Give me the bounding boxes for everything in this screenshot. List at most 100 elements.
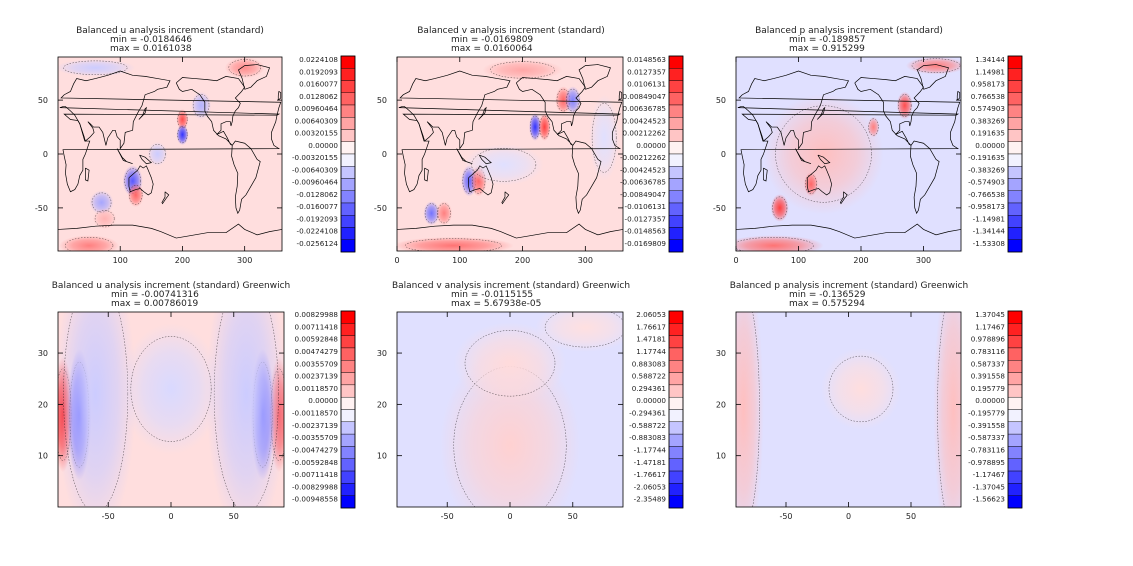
coastline [854, 76, 924, 146]
zero-contour [149, 144, 166, 164]
colorbar-band [668, 347, 684, 361]
field-bottom-left [58, 312, 284, 507]
colorbar-band [340, 360, 356, 373]
colorbar-frame [668, 55, 684, 253]
panel-top-middle: 0 100 200 300 50 0 -50 Balanced v analysis incr… [374, 26, 684, 265]
zero-contour [437, 203, 451, 224]
coastline [277, 90, 282, 101]
anomaly-blob [224, 57, 265, 79]
zero-contour [129, 185, 143, 205]
colorbar-band [668, 372, 684, 386]
colorbar-label: 0.00000 [975, 141, 1005, 150]
x-tick-label: 100 [791, 256, 806, 265]
anomaly-blob [482, 59, 563, 81]
y-tick-label: 10 [38, 452, 48, 461]
x-tick-label: 200 [853, 256, 868, 265]
coastline [138, 106, 147, 120]
colorbar-label: -0.00355709 [292, 433, 338, 442]
anomaly-blob [191, 91, 212, 120]
colorbar-label: -1.17467 [973, 470, 1005, 479]
colorbar-label: 0.00474279 [295, 347, 339, 356]
panel-title: Balanced p analysis increment (standard) [755, 26, 943, 36]
x-tick-label: 100 [452, 256, 467, 265]
colorbar-band [1007, 141, 1023, 155]
colorbar-label: -1.34144 [973, 227, 1006, 236]
colorbar-band [668, 104, 684, 118]
anomaly-blob [127, 182, 144, 208]
colorbar-band [1007, 80, 1023, 93]
colorbar-label: 1.34144 [975, 55, 1005, 64]
colorbar-label: 0.0192093 [299, 67, 338, 76]
zero-contour [130, 336, 212, 442]
colorbar-label: -0.0169809 [625, 239, 667, 248]
y-tick-label: 20 [38, 400, 48, 409]
colorbar-band [1007, 215, 1023, 228]
colorbar-label: 0.391558 [971, 372, 1006, 381]
x-tick-label: 300 [237, 256, 252, 265]
field-bottom-right [736, 312, 961, 507]
coastline [501, 191, 510, 205]
zero-contour [464, 330, 556, 397]
colorbar-label: -0.00711418 [292, 470, 338, 479]
y-tick-label: 10 [716, 452, 726, 461]
colorbar-label: -0.588722 [629, 421, 666, 430]
colorbar-label: 0.294361 [632, 384, 666, 393]
anomaly-blob [589, 94, 620, 181]
colorbar-band [340, 384, 356, 398]
anomaly-blob [763, 93, 884, 215]
colorbar-label: 0.00000 [636, 141, 666, 150]
colorbar-label: 0.00711418 [295, 322, 339, 331]
colorbar-label: -0.00118570 [292, 409, 338, 418]
coastline [515, 76, 586, 146]
colorbar-label: 0.588722 [632, 372, 666, 381]
y-tick-label: -50 [374, 204, 387, 213]
colorbar-frame [1007, 55, 1023, 253]
colorbar-band [668, 153, 684, 167]
colorbar-band [668, 129, 684, 142]
colorbar-label: -0.00212262 [620, 153, 666, 162]
zero-contour [898, 94, 912, 117]
zero-contour [566, 88, 580, 112]
colorbar-label: -0.0106131 [625, 202, 666, 211]
colorbar-band [1007, 202, 1023, 216]
colorbar-band [1007, 68, 1023, 81]
colorbar-label: -0.00424523 [620, 165, 666, 174]
coastline [839, 191, 848, 205]
zero-contour [94, 210, 115, 228]
colorbar-band [668, 166, 684, 179]
colorbar-band [1007, 104, 1023, 118]
coastline [956, 90, 961, 101]
colorbar-label: 0.195779 [971, 384, 1006, 393]
max-label: max = 0.00786019 [111, 299, 199, 309]
colorbar-band [340, 239, 356, 253]
colorbar-label: 0.0128062 [299, 92, 338, 101]
colorbar-band [340, 190, 356, 204]
anomaly-blob [92, 208, 117, 230]
colorbar-band [1007, 384, 1023, 398]
x-tick-label: 50 [906, 512, 916, 521]
min-label: min = -0.0115155 [451, 290, 533, 300]
colorbar-band [340, 372, 356, 386]
zero-contour [405, 238, 502, 251]
colorbar-band [668, 68, 684, 81]
min-label: min = -0.189857 [789, 35, 865, 45]
colorbar-band [340, 80, 356, 93]
colorbar-band [668, 360, 684, 373]
coastline [128, 165, 154, 196]
colorbar-band [668, 384, 684, 398]
anomaly-blob [176, 124, 189, 145]
colorbar-label: -0.191635 [968, 153, 1005, 162]
y-tick-label: 50 [38, 96, 48, 105]
coastline [816, 106, 826, 120]
colorbar-band [668, 202, 684, 216]
anomaly-blob [933, 312, 961, 507]
colorbar-band [1007, 55, 1023, 69]
anomaly-blob [59, 235, 119, 251]
colorbar-band [1007, 372, 1023, 386]
max-label: max = 0.575294 [789, 299, 865, 309]
zero-contour [775, 105, 872, 203]
colorbar-band [340, 421, 356, 435]
colorbar-band [340, 178, 356, 191]
min-label: min = -0.136529 [789, 290, 866, 300]
colorbar-band [668, 335, 684, 349]
